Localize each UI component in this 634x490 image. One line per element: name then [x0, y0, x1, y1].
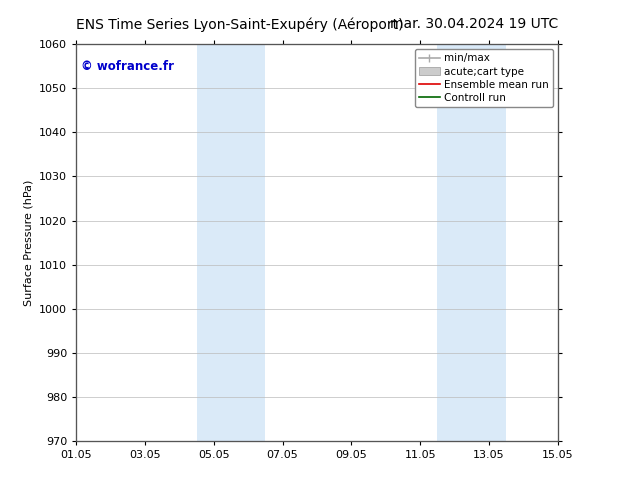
- Y-axis label: Surface Pressure (hPa): Surface Pressure (hPa): [23, 179, 34, 306]
- Text: mar. 30.04.2024 19 UTC: mar. 30.04.2024 19 UTC: [390, 17, 558, 31]
- Bar: [197, 44, 266, 441]
- Text: © wofrance.fr: © wofrance.fr: [81, 60, 174, 73]
- Bar: [437, 44, 507, 441]
- Legend: min/max, acute;cart type, Ensemble mean run, Controll run: min/max, acute;cart type, Ensemble mean …: [415, 49, 553, 107]
- Text: ENS Time Series Lyon-Saint-Exupéry (Aéroport): ENS Time Series Lyon-Saint-Exupéry (Aéro…: [76, 17, 404, 32]
